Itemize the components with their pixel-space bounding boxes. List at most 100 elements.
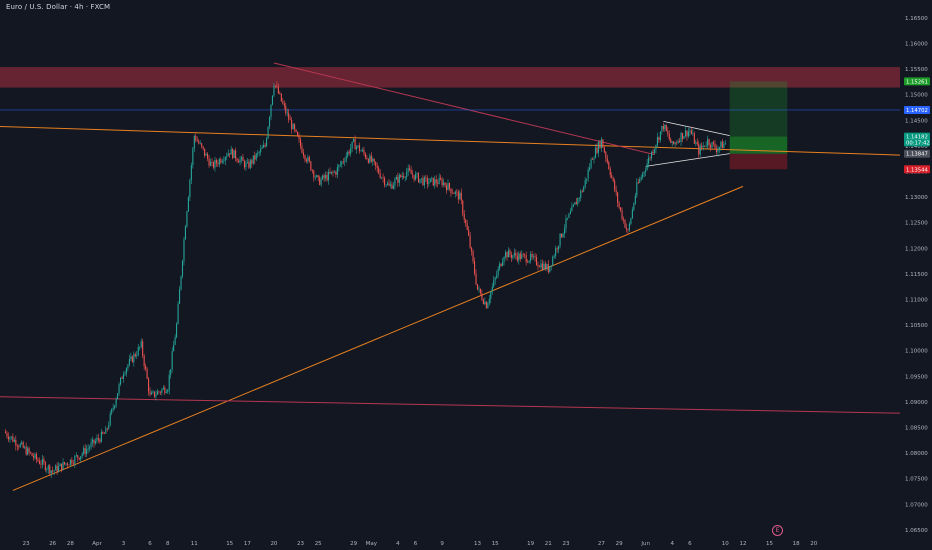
candle-body — [484, 301, 486, 304]
candle — [292, 123, 294, 130]
candle-body — [150, 392, 153, 395]
candle — [617, 191, 619, 208]
candle-body — [518, 253, 520, 261]
candle-body — [453, 193, 455, 194]
candle-body — [282, 101, 284, 104]
candle-body — [179, 289, 181, 304]
candle — [540, 259, 542, 270]
candle-body — [665, 124, 667, 131]
candle-body — [593, 157, 595, 160]
candle-body — [344, 161, 346, 162]
candle-body — [94, 441, 97, 444]
candle — [566, 217, 569, 221]
candle — [171, 347, 173, 373]
candle — [541, 259, 543, 272]
candle-body — [686, 130, 688, 137]
events-badge[interactable]: E — [772, 525, 783, 536]
candle-body — [47, 465, 49, 470]
candle-body — [437, 183, 439, 184]
candle-body — [255, 153, 257, 160]
candle-body — [106, 428, 108, 429]
candle-body — [305, 159, 307, 162]
x-tick-label: 21 — [545, 541, 552, 547]
candle — [639, 176, 641, 184]
candle — [83, 445, 85, 456]
candle — [258, 150, 260, 157]
candle-body — [710, 145, 712, 148]
x-tick-label: 12 — [740, 541, 747, 547]
candle-body — [263, 144, 265, 148]
candle-body — [656, 137, 658, 146]
candle — [611, 172, 613, 179]
candle — [491, 283, 493, 295]
candle — [224, 156, 226, 166]
candle — [122, 371, 125, 383]
candle — [187, 195, 189, 212]
candle-body — [112, 407, 114, 410]
candle-body — [428, 182, 430, 185]
candle-body — [77, 455, 79, 458]
candle-body — [667, 130, 669, 134]
candle-body — [379, 173, 381, 178]
candle-body — [21, 442, 23, 444]
symbol-title[interactable]: Euro / U.S. Dollar · 4h · FXCM — [6, 3, 111, 11]
candle-body — [62, 461, 64, 470]
candle-body — [513, 252, 515, 256]
candle-body — [711, 142, 713, 148]
candle — [589, 163, 591, 172]
candle — [19, 442, 21, 448]
candle — [515, 249, 517, 260]
x-tick-label: 26 — [49, 541, 56, 547]
candle — [183, 237, 185, 266]
candle-body — [187, 197, 189, 212]
candle-body — [366, 157, 368, 160]
candle-body — [515, 252, 517, 256]
candle — [330, 171, 333, 175]
candle-body — [689, 130, 691, 132]
candle-body — [540, 263, 542, 268]
candle — [509, 248, 511, 258]
candle — [485, 301, 487, 309]
x-tick-label: 17 — [244, 541, 251, 547]
candle-body — [65, 463, 67, 465]
candle-body — [183, 239, 185, 261]
candle — [386, 180, 389, 186]
candle — [550, 265, 552, 271]
candle — [133, 351, 135, 367]
candle-body — [563, 228, 566, 234]
candle-body — [410, 170, 412, 174]
candle-body — [186, 211, 188, 227]
candle — [22, 440, 24, 449]
candle-body — [295, 129, 297, 132]
candle-body — [326, 175, 328, 181]
candle — [369, 153, 371, 164]
y-tick-label: 1.11500 — [905, 272, 928, 278]
candle-body — [156, 391, 158, 395]
candle-body — [655, 145, 657, 150]
candle — [215, 158, 217, 167]
candle — [360, 149, 362, 152]
candle — [444, 182, 446, 188]
candle-body — [18, 446, 20, 448]
candle — [549, 265, 551, 273]
candle — [295, 129, 297, 133]
candle — [620, 207, 622, 213]
candle-body — [270, 104, 272, 117]
candle — [524, 253, 526, 259]
candle — [565, 214, 567, 233]
candle — [534, 252, 536, 262]
candle — [316, 174, 318, 178]
candle-body — [392, 185, 394, 189]
candle-body — [81, 453, 83, 457]
candle-body — [128, 359, 130, 365]
candle — [367, 158, 369, 164]
candle-body — [28, 448, 30, 453]
candle — [142, 338, 144, 359]
candle-body — [664, 124, 666, 129]
candle — [711, 141, 713, 149]
candle-body — [385, 184, 387, 186]
candle — [522, 252, 524, 258]
candle-body — [468, 229, 470, 236]
